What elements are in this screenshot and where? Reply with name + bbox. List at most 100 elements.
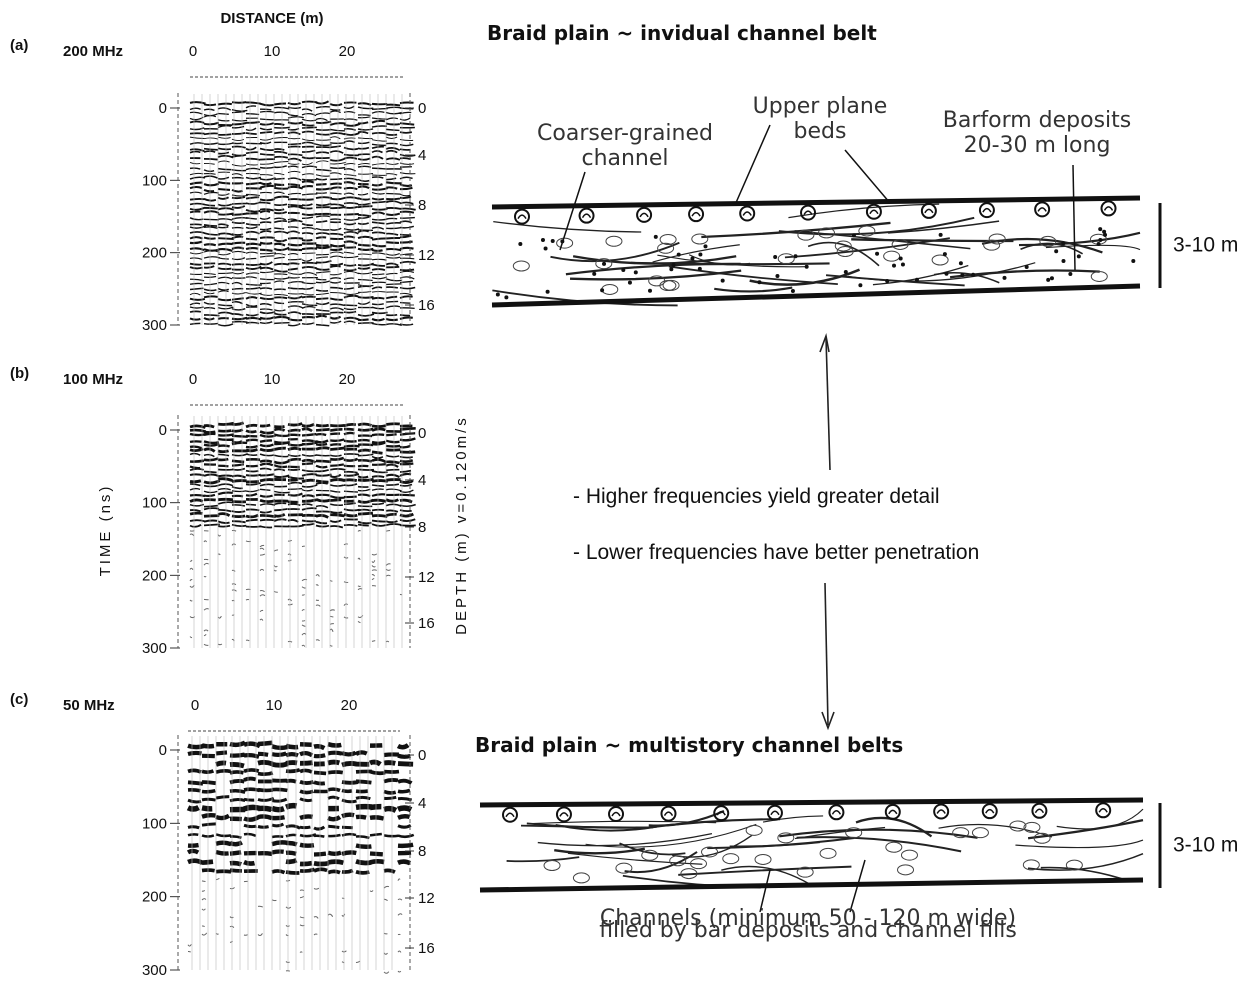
dot bbox=[634, 270, 638, 274]
dot bbox=[541, 238, 545, 242]
reflection bbox=[190, 633, 306, 637]
distance-tick: 0 bbox=[189, 371, 197, 388]
dot bbox=[1061, 259, 1065, 263]
reflection bbox=[190, 433, 415, 437]
reflection bbox=[190, 301, 410, 306]
depth-tick: 4 bbox=[418, 795, 426, 812]
clast bbox=[884, 251, 900, 261]
dot bbox=[805, 265, 809, 269]
reflection bbox=[302, 624, 334, 627]
distance-tick: 20 bbox=[339, 371, 356, 388]
clast bbox=[778, 833, 794, 843]
dot bbox=[791, 289, 795, 293]
reflection bbox=[190, 321, 413, 326]
reflection bbox=[190, 306, 415, 311]
ripple bbox=[580, 209, 594, 223]
depth-tick: 8 bbox=[418, 197, 426, 214]
dot bbox=[1097, 242, 1101, 246]
reflection bbox=[204, 575, 390, 577]
note: - Lower frequencies have better penetrat… bbox=[573, 541, 979, 564]
depth-tick: 0 bbox=[418, 425, 426, 442]
ripple bbox=[937, 810, 945, 814]
dot bbox=[971, 273, 975, 277]
annotation: 20-30 m long bbox=[964, 133, 1111, 158]
reflection bbox=[260, 619, 360, 623]
time-tick: 100 bbox=[142, 495, 167, 512]
reflection bbox=[190, 423, 412, 428]
dot bbox=[551, 239, 555, 243]
time-tick: 200 bbox=[142, 245, 167, 262]
time-tick: 100 bbox=[142, 815, 167, 832]
time-tick: 300 bbox=[142, 317, 167, 334]
reflection bbox=[190, 156, 411, 161]
dot bbox=[1025, 265, 1029, 269]
ripple bbox=[829, 805, 843, 819]
ripple bbox=[661, 807, 675, 821]
ripple bbox=[518, 215, 526, 219]
reflection bbox=[190, 276, 414, 280]
reflection bbox=[202, 925, 304, 928]
clast bbox=[642, 850, 658, 860]
ripple bbox=[934, 805, 948, 819]
ripple bbox=[986, 810, 994, 814]
sketch-title: Braid plain ~ multistory channel belts bbox=[475, 733, 903, 757]
annotation: filled by bar deposits and channel fills bbox=[599, 918, 1017, 943]
arrows bbox=[820, 336, 834, 728]
cross-section bbox=[492, 198, 1140, 305]
reflection bbox=[190, 266, 414, 272]
reflection bbox=[190, 281, 413, 286]
depth-label: DEPTH (m) v=0.120m/s bbox=[453, 415, 470, 635]
reflection bbox=[190, 463, 413, 468]
time-tick: 0 bbox=[159, 422, 167, 439]
reflection bbox=[204, 563, 391, 567]
clast bbox=[1010, 821, 1026, 831]
ripple bbox=[983, 804, 997, 818]
reflection bbox=[190, 206, 416, 212]
ripple bbox=[771, 811, 779, 815]
time-tick: 0 bbox=[159, 100, 167, 117]
reflection bbox=[190, 513, 413, 517]
reflection bbox=[232, 589, 362, 593]
reflection bbox=[190, 166, 412, 172]
reflection bbox=[190, 216, 415, 221]
reflection bbox=[190, 458, 413, 463]
reflection bbox=[202, 815, 410, 820]
reflection bbox=[190, 121, 414, 126]
clast bbox=[989, 234, 1005, 244]
clast bbox=[972, 828, 988, 838]
ripple bbox=[692, 213, 700, 217]
dot bbox=[773, 255, 777, 259]
reflection bbox=[232, 639, 389, 642]
scale-label: 3-10 m bbox=[1173, 834, 1238, 857]
ripple bbox=[1096, 803, 1110, 817]
ripple bbox=[1102, 201, 1116, 215]
reflection bbox=[190, 524, 416, 528]
ripple bbox=[740, 206, 754, 220]
reflection bbox=[190, 271, 414, 275]
dot bbox=[858, 283, 862, 287]
time-tick: 100 bbox=[142, 172, 167, 189]
reflection bbox=[204, 540, 292, 542]
bedding bbox=[568, 853, 702, 864]
ripple bbox=[1099, 809, 1107, 813]
time-label: TIME (ns) bbox=[97, 484, 114, 577]
distance-tick: 10 bbox=[264, 43, 281, 60]
reflection bbox=[190, 226, 414, 230]
reflection bbox=[188, 806, 411, 811]
reflection bbox=[190, 316, 413, 320]
dot bbox=[959, 261, 963, 265]
dot bbox=[504, 295, 508, 299]
depth-tick: 12 bbox=[418, 890, 435, 907]
clast bbox=[557, 238, 573, 248]
note: - Higher frequencies yield greater detai… bbox=[573, 485, 940, 508]
reflection bbox=[190, 137, 413, 141]
frequency: 100 MHz bbox=[63, 371, 123, 388]
distance-tick: 20 bbox=[341, 697, 358, 714]
reflection bbox=[190, 502, 416, 507]
panel-label: (b) bbox=[10, 365, 29, 382]
dot bbox=[844, 270, 848, 274]
ripple bbox=[1035, 809, 1043, 813]
radargram bbox=[190, 77, 416, 326]
reflection bbox=[260, 594, 402, 596]
dot bbox=[944, 272, 948, 276]
